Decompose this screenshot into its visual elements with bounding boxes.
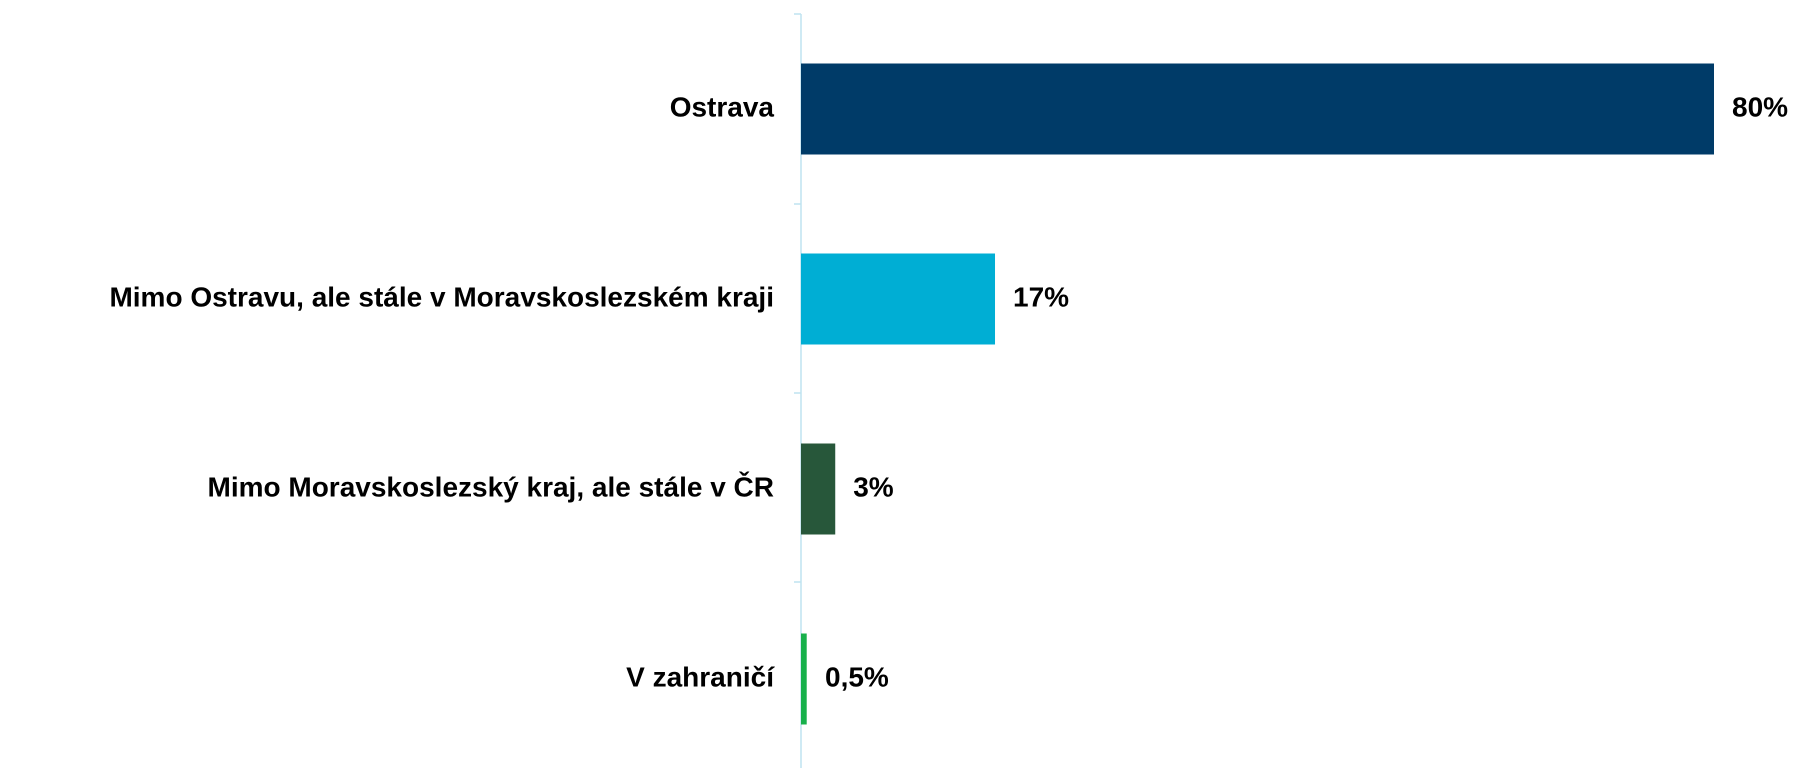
data-label: 17% bbox=[1013, 281, 1069, 312]
data-label: 3% bbox=[853, 471, 894, 502]
category-label: V zahraničí bbox=[626, 661, 775, 692]
bar bbox=[801, 443, 836, 535]
category-label: Mimo Ostravu, ale stále v Moravskoslezsk… bbox=[109, 281, 774, 312]
bar bbox=[801, 633, 807, 725]
bar bbox=[801, 63, 1714, 155]
category-label: Ostrava bbox=[670, 91, 775, 122]
bar bbox=[801, 253, 996, 345]
data-label: 80% bbox=[1732, 91, 1788, 122]
category-label: Mimo Moravskoslezský kraj, ale stále v Č… bbox=[208, 470, 775, 502]
data-label: 0,5% bbox=[825, 661, 889, 692]
